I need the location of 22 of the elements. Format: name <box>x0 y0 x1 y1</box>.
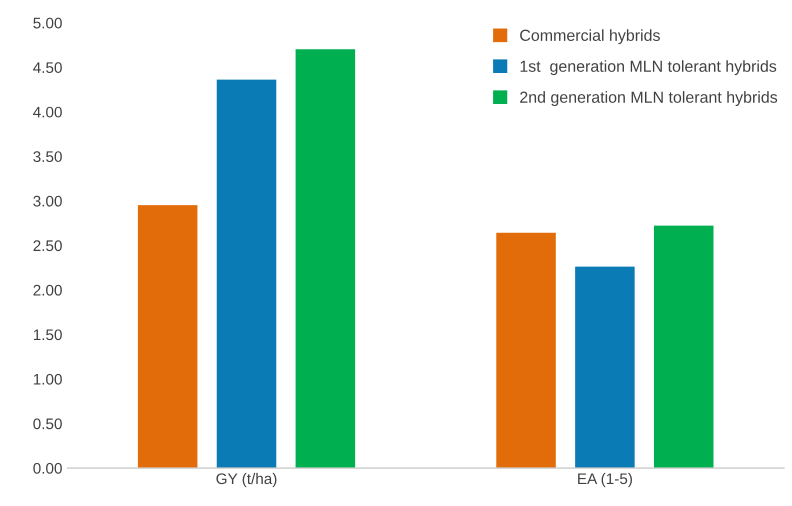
bar <box>294 48 357 468</box>
y-tick-label: 2.50 <box>33 240 62 252</box>
y-tick-label: 4.50 <box>33 62 62 73</box>
y-tick-label: 4.00 <box>33 106 62 118</box>
bar <box>652 224 715 468</box>
y-tick-label: 0.00 <box>33 462 62 474</box>
y-tick-label: 0.50 <box>33 418 62 430</box>
legend-label: 2nd generation MLN tolerant hybrids <box>520 91 778 106</box>
y-tick-label: 2.00 <box>33 284 62 296</box>
bar <box>136 204 199 468</box>
bar <box>215 78 278 468</box>
legend-label: Commercial hybrids <box>520 29 660 44</box>
bar <box>574 265 636 468</box>
y-tick-label: 1.50 <box>34 329 62 340</box>
y-tick-label: 3.00 <box>33 196 62 207</box>
x-tick-label: GY (t/ha) <box>216 472 276 488</box>
x-tick-label: EA (1-5) <box>578 472 632 488</box>
bar <box>494 231 558 468</box>
legend-label: 1st generation MLN tolerant hybrids <box>520 60 776 76</box>
y-tick-label: 1.00 <box>34 374 62 385</box>
y-tick-label: 3.50 <box>33 151 62 162</box>
y-tick-label: 5.00 <box>33 18 62 28</box>
